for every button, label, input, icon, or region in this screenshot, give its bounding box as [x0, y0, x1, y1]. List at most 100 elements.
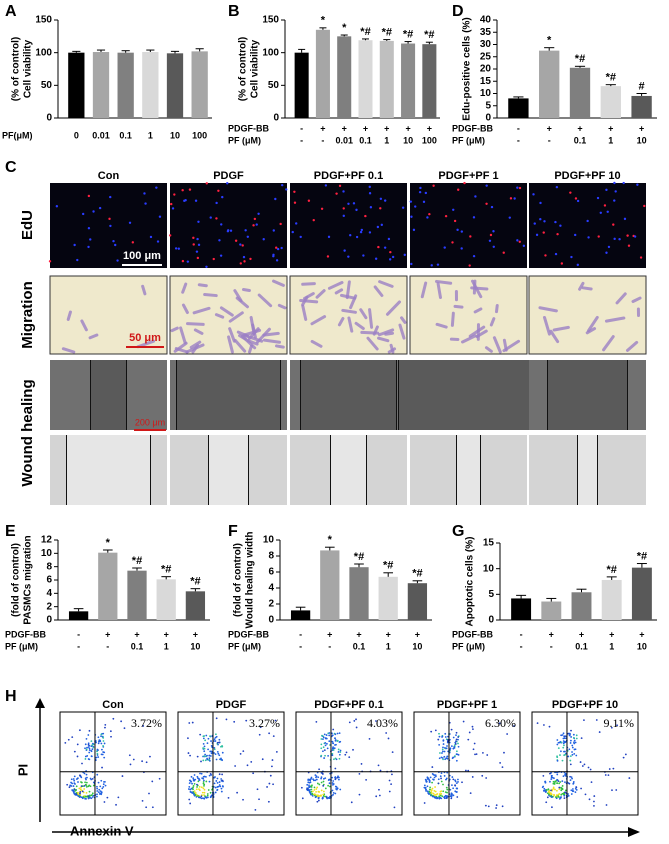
event-dot	[322, 738, 324, 741]
cell-dot	[414, 205, 417, 208]
event-dot	[88, 790, 91, 793]
cell-dot	[55, 205, 59, 208]
event-dot	[85, 778, 87, 781]
cell-streak	[303, 292, 315, 300]
cell-dot	[221, 195, 224, 199]
event-dot	[334, 739, 337, 742]
event-dot	[554, 796, 557, 798]
event-dot	[348, 721, 351, 724]
significance-label: *#	[606, 72, 616, 84]
x-tick-label: 1	[164, 641, 169, 651]
event-dot	[69, 784, 72, 787]
cell-streak	[377, 336, 390, 343]
event-dot	[202, 737, 205, 740]
event-dot	[434, 774, 437, 776]
cell-streak	[354, 321, 365, 331]
event-dot	[336, 740, 339, 743]
event-dot	[216, 786, 219, 788]
y-tick-label: 6	[46, 575, 52, 586]
event-dot	[462, 720, 465, 723]
event-dot	[148, 792, 150, 795]
event-dot	[608, 768, 611, 770]
event-dot	[559, 781, 562, 783]
y-tick-label: 4	[268, 583, 274, 594]
event-dot	[423, 784, 426, 787]
event-dot	[391, 773, 393, 776]
cell-streak	[241, 288, 251, 293]
cell-dot	[252, 224, 255, 227]
event-dot	[87, 734, 90, 736]
cell-dot	[327, 235, 331, 239]
event-dot	[461, 781, 463, 784]
event-dot	[443, 775, 446, 777]
cell-streak	[233, 289, 243, 303]
x-tick-label: -	[299, 629, 302, 639]
cell-streak	[552, 325, 570, 332]
cell-streak	[470, 286, 489, 291]
event-dot	[438, 743, 441, 746]
cell-dot	[424, 191, 428, 195]
event-dot	[431, 766, 434, 768]
cell-dot	[291, 230, 294, 234]
event-dot	[561, 734, 564, 736]
x-tick-label: 100	[422, 135, 437, 145]
cell-dot	[241, 244, 244, 247]
cell-dot	[280, 183, 284, 187]
event-dot	[87, 742, 90, 745]
event-dot	[564, 791, 566, 794]
y-tick-label: 0	[268, 615, 274, 626]
column-header: PDGF+PF 10	[554, 170, 620, 182]
event-dot	[542, 785, 545, 788]
event-dot	[95, 741, 97, 744]
bar	[571, 592, 592, 620]
cell-dot	[432, 184, 435, 187]
event-dot	[190, 787, 193, 790]
event-dot	[326, 747, 329, 750]
event-dot	[436, 793, 439, 795]
cell-streak	[387, 347, 397, 354]
event-dot	[97, 791, 100, 794]
event-dot	[73, 779, 76, 782]
event-dot	[209, 791, 212, 794]
event-dot	[202, 781, 205, 783]
event-dot	[455, 750, 458, 753]
event-dot	[242, 750, 245, 753]
event-dot	[438, 732, 440, 735]
x-tick-label: +	[579, 629, 584, 639]
significance-label: #	[639, 80, 645, 92]
cell-dot	[183, 199, 186, 203]
cell-streak	[615, 292, 627, 305]
x-tick-label: +	[639, 629, 644, 639]
cell-dot	[116, 259, 119, 262]
event-dot	[546, 792, 549, 795]
event-dot	[215, 758, 218, 761]
cell-dot	[472, 216, 476, 219]
cell-dot	[412, 228, 416, 232]
significance-label: *#	[161, 564, 171, 576]
cell-streak	[277, 303, 287, 310]
event-dot	[434, 790, 437, 793]
x-tick-label: -	[550, 641, 553, 651]
arrow-head	[628, 827, 640, 837]
event-dot	[334, 757, 337, 760]
event-dot	[547, 790, 550, 793]
event-dot	[102, 736, 105, 739]
event-dot	[89, 796, 91, 799]
event-dot	[435, 797, 438, 799]
event-dot	[333, 758, 335, 761]
event-dot	[605, 804, 608, 806]
event-dot	[214, 753, 217, 755]
apoptosis-percent: 9.11%	[603, 716, 634, 730]
event-dot	[331, 752, 334, 755]
event-dot	[484, 804, 487, 807]
cell-dot	[239, 262, 242, 265]
event-dot	[433, 776, 436, 779]
event-dot	[559, 797, 562, 799]
cell-dot	[613, 199, 616, 202]
event-dot	[575, 734, 578, 737]
scale-bar-label: 200 μm	[135, 417, 165, 427]
event-dot	[611, 789, 613, 792]
event-dot	[446, 740, 449, 743]
event-dot	[91, 742, 94, 745]
event-dot	[220, 778, 223, 780]
